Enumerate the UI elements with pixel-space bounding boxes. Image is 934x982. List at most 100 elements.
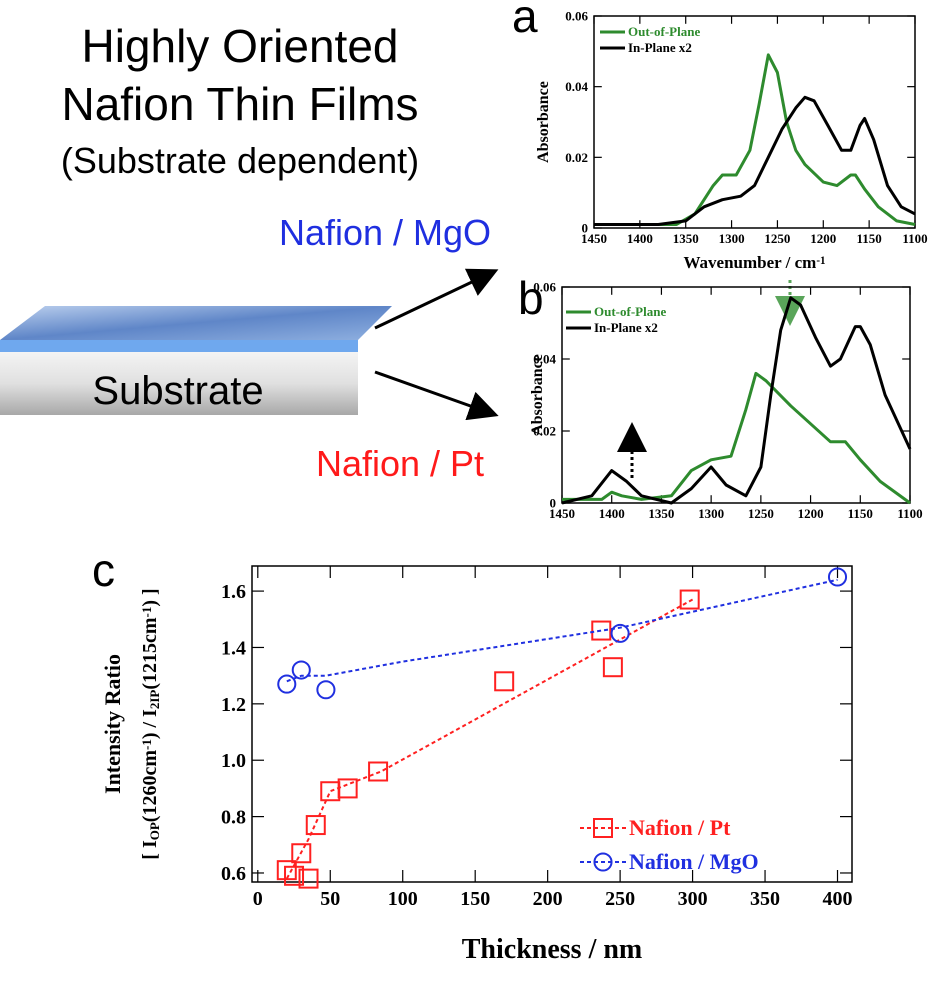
y-axis-label: Intensity Ratio	[100, 654, 125, 794]
marker	[679, 589, 700, 610]
marker	[610, 623, 630, 643]
x-tick-label: 300	[678, 888, 708, 910]
label-part: ) ]	[139, 588, 161, 606]
marker	[291, 843, 312, 864]
plot-frame	[593, 15, 916, 229]
x-tick-label: 1450	[581, 231, 607, 246]
panel-letter: a	[512, 0, 538, 42]
x-tick-label: 1100	[902, 231, 927, 246]
line-series	[594, 53, 916, 226]
panel-letter: c	[92, 544, 115, 596]
pt-label: Nafion / Pt	[316, 443, 484, 484]
label-part: -1	[139, 739, 154, 750]
marker	[305, 815, 326, 836]
label-part: 2IP	[147, 690, 162, 710]
label-part: (1215cm	[139, 617, 161, 690]
label-part: -1	[816, 255, 825, 267]
y-tick-label: 0	[550, 496, 557, 511]
x-tick-label: 50	[320, 888, 340, 910]
marker	[284, 865, 305, 886]
marker	[494, 671, 515, 692]
x-tick-label: 1100	[897, 506, 922, 521]
line-series	[594, 95, 916, 226]
plot-frame	[561, 286, 911, 504]
x-axis-label: Wavenumber / cm-1	[683, 253, 825, 272]
marker	[276, 860, 297, 881]
label-part: ) / I	[139, 709, 161, 739]
line-series	[562, 371, 911, 505]
label-part: (1260cm	[139, 750, 161, 823]
y-tick-label: 0	[582, 221, 589, 236]
fit-line	[286, 578, 838, 683]
x-tick-label: 1150	[848, 506, 873, 521]
x-tick-label: 1150	[856, 231, 881, 246]
mgo-label: Nafion / MgO	[279, 212, 491, 253]
x-tick-label: 100	[388, 888, 418, 910]
substrate-label: Substrate	[92, 369, 263, 413]
x-tick-label: 150	[460, 888, 490, 910]
x-tick-label: 350	[750, 888, 780, 910]
arrow	[374, 370, 499, 421]
marker	[368, 761, 389, 782]
arrow	[374, 268, 499, 330]
y-tick-label: 0.02	[565, 150, 588, 165]
y-tick-label: 1.4	[221, 637, 246, 659]
y-tick-label: 0.04	[533, 352, 556, 367]
legend-label: In-Plane x2	[628, 40, 692, 55]
label-part: Wavenumber / cm	[683, 253, 816, 272]
x-tick-label: 400	[823, 888, 853, 910]
label-part: -1	[139, 607, 154, 618]
y-axis-label: Absorbance	[535, 81, 552, 163]
x-tick-label: 1400	[599, 506, 625, 521]
fit-line	[285, 598, 694, 880]
label-part: Intensity Ratio	[100, 654, 125, 794]
plot-frame	[251, 565, 853, 883]
marker	[593, 818, 613, 838]
line-series	[561, 296, 912, 505]
marker	[320, 781, 341, 802]
marker	[277, 674, 297, 694]
legend-label: Out-of-Plane	[594, 304, 666, 319]
legend-label: Nafion / Pt	[629, 815, 731, 840]
x-tick-label: 200	[533, 888, 563, 910]
marker	[337, 778, 358, 799]
title-line: Highly Oriented	[81, 20, 398, 72]
label-part: OP	[147, 822, 162, 840]
x-tick-label: 250	[605, 888, 635, 910]
title-line: (Substrate dependent)	[61, 140, 419, 181]
legend-label: Out-of-Plane	[628, 24, 700, 39]
legend-label: Nafion / MgO	[629, 849, 759, 874]
y-tick-label: 0.06	[565, 9, 588, 24]
x-tick-label: 1200	[798, 506, 824, 521]
legend-label: In-Plane x2	[594, 320, 658, 335]
marker	[827, 567, 848, 587]
y-tick-label: 1.0	[221, 750, 246, 772]
y-tick-label: 1.6	[221, 581, 246, 603]
y-axis-label: Absorbance	[529, 354, 546, 436]
y-tick-label: 1.2	[221, 694, 246, 716]
x-tick-label: 1450	[549, 506, 575, 521]
marker	[602, 657, 623, 678]
marker	[591, 620, 612, 641]
title-line: Nafion Thin Films	[61, 78, 418, 130]
x-tick-label: 1250	[764, 231, 790, 246]
marker	[291, 660, 311, 680]
y-tick-label: 0.04	[565, 79, 588, 94]
marker	[316, 680, 336, 700]
x-tick-label: 1200	[810, 231, 836, 246]
x-tick-label: 1350	[648, 506, 674, 521]
x-tick-label: 1350	[673, 231, 699, 246]
x-axis-label: Thickness / nm	[462, 934, 643, 965]
y-axis-label: [ IOP(1260cm-1) / I2IP(1215cm-1) ]	[139, 588, 162, 859]
x-tick-label: 1250	[748, 506, 774, 521]
y-tick-label: 0.02	[533, 424, 556, 439]
x-tick-label: 0	[253, 888, 263, 910]
x-tick-label: 1300	[698, 506, 724, 521]
substrate-block	[0, 306, 392, 415]
marker	[593, 852, 613, 872]
panel-letter: b	[518, 272, 544, 324]
x-tick-label: 1300	[719, 231, 745, 246]
marker	[298, 868, 319, 889]
x-tick-label: 1400	[627, 231, 653, 246]
label-part: [ I	[139, 840, 161, 860]
